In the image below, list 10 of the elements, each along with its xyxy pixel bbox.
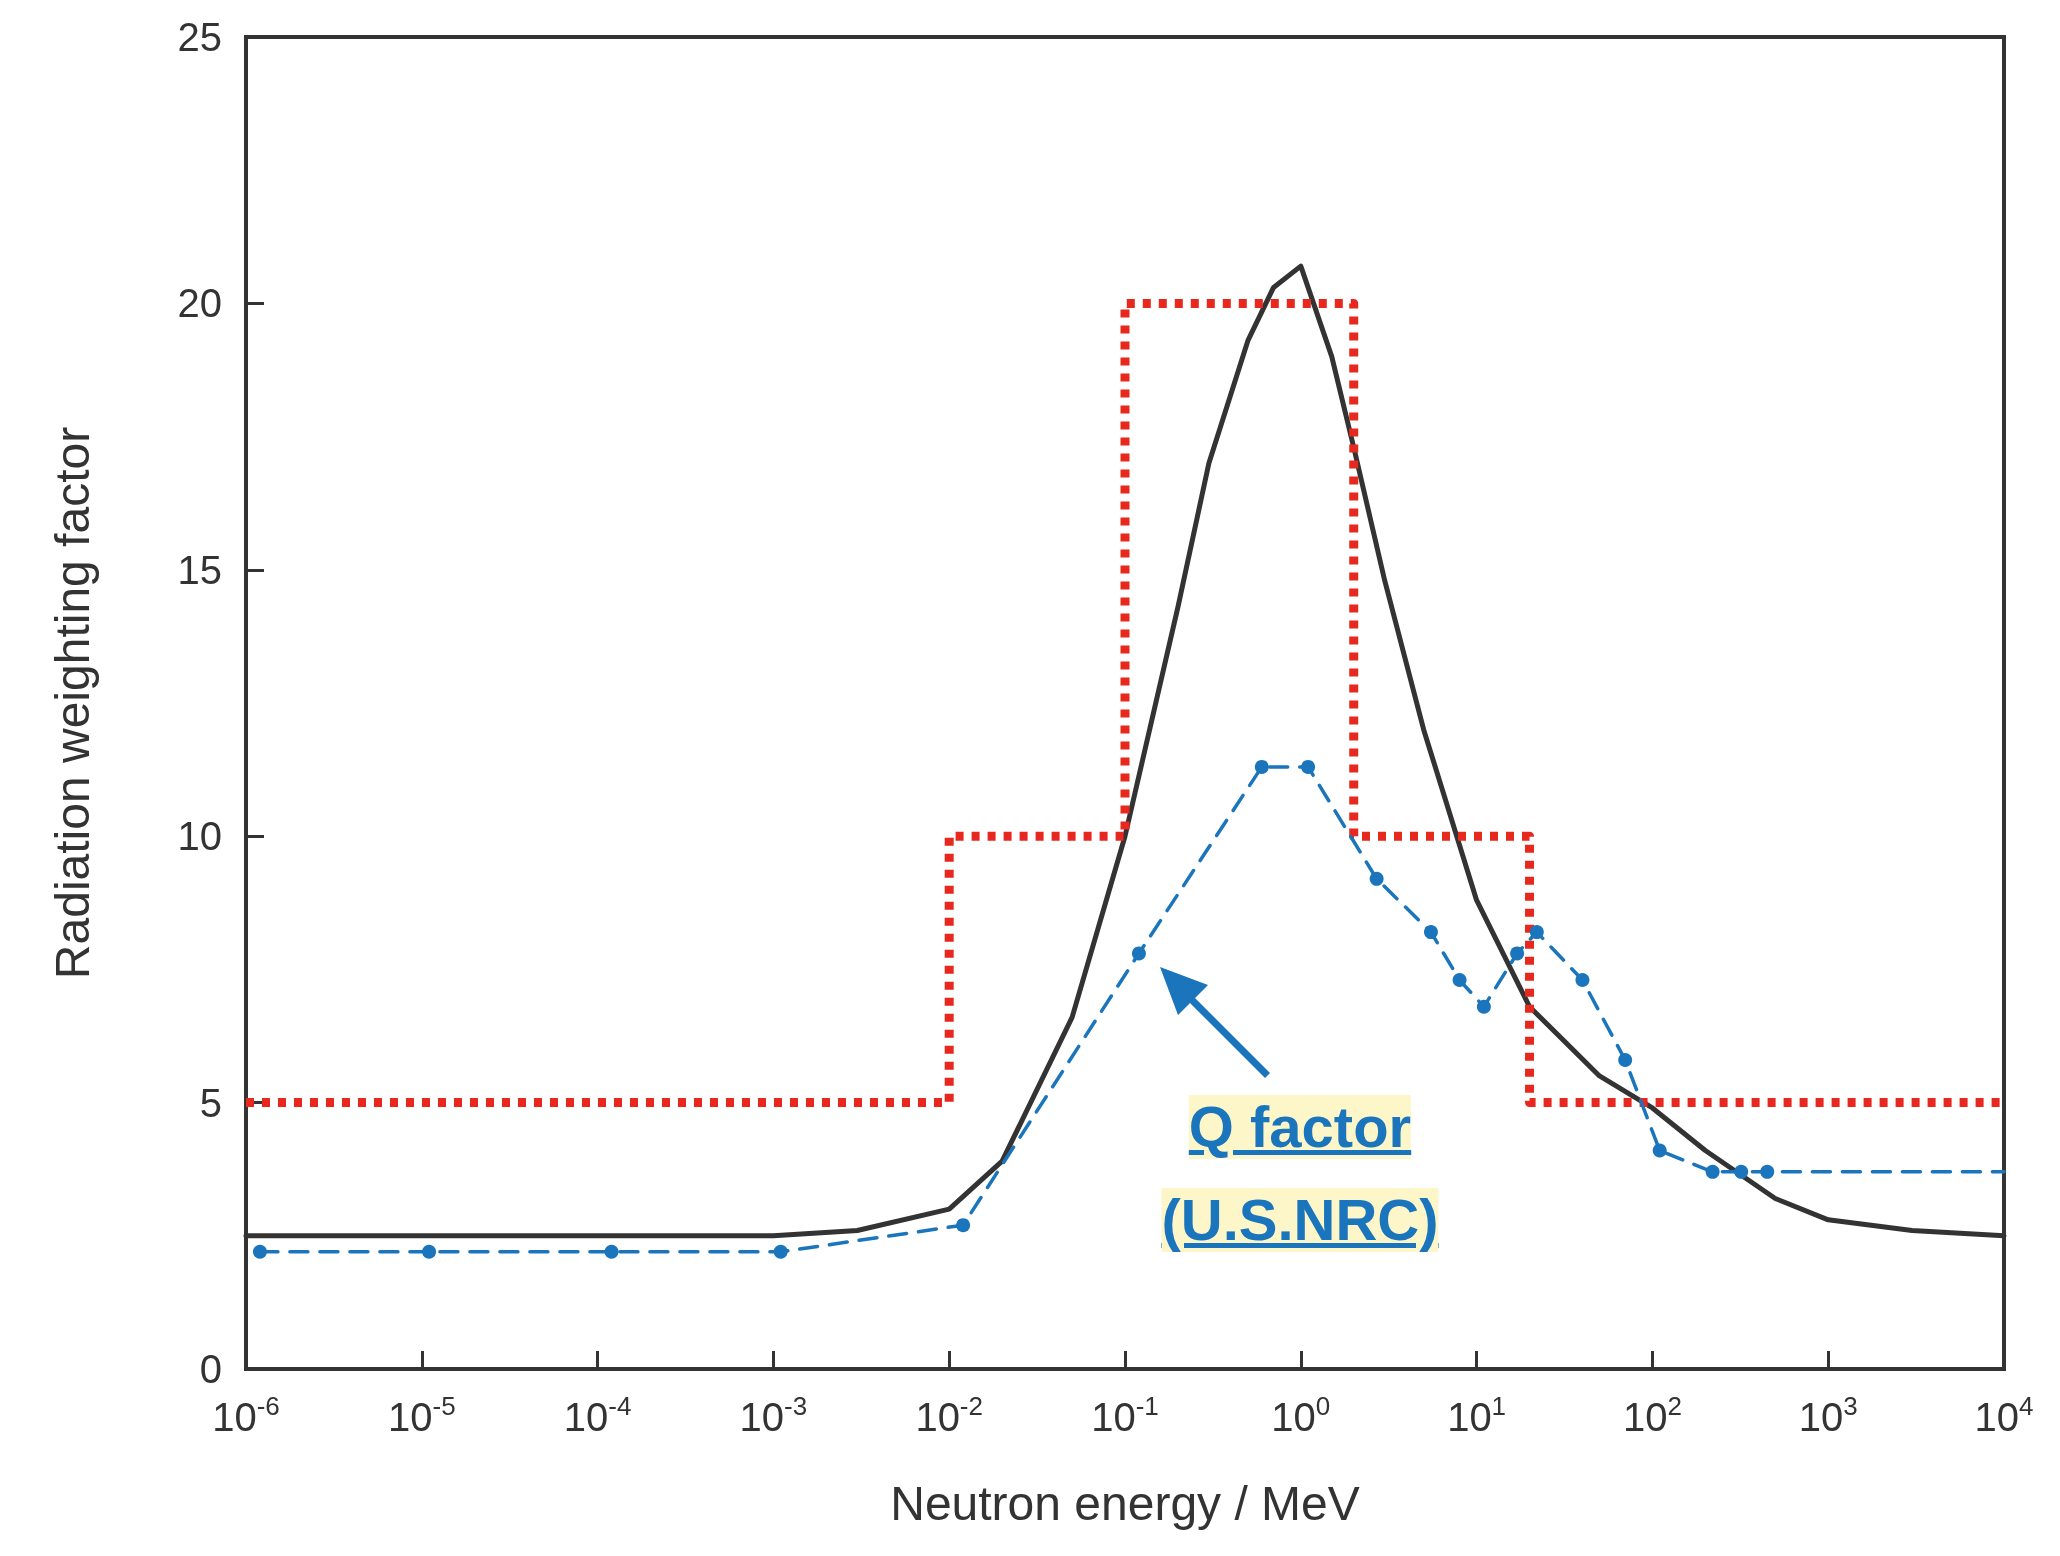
annotation: Q factor: [1188, 1094, 1412, 1159]
y-tick-label: 10: [177, 814, 222, 859]
annotation: (U.S.NRC): [1161, 1187, 1439, 1252]
x-axis-title: Neutron energy / MeV: [890, 1476, 1360, 1530]
y-axis-title: Radiation weighting factor: [45, 426, 99, 980]
y-tick-label: 20: [177, 281, 222, 326]
y-tick-label: 25: [177, 15, 222, 59]
y-tick-label: 0: [199, 1347, 222, 1391]
y-tick-label: 5: [199, 1080, 222, 1125]
y-tick-label: 15: [177, 547, 222, 592]
